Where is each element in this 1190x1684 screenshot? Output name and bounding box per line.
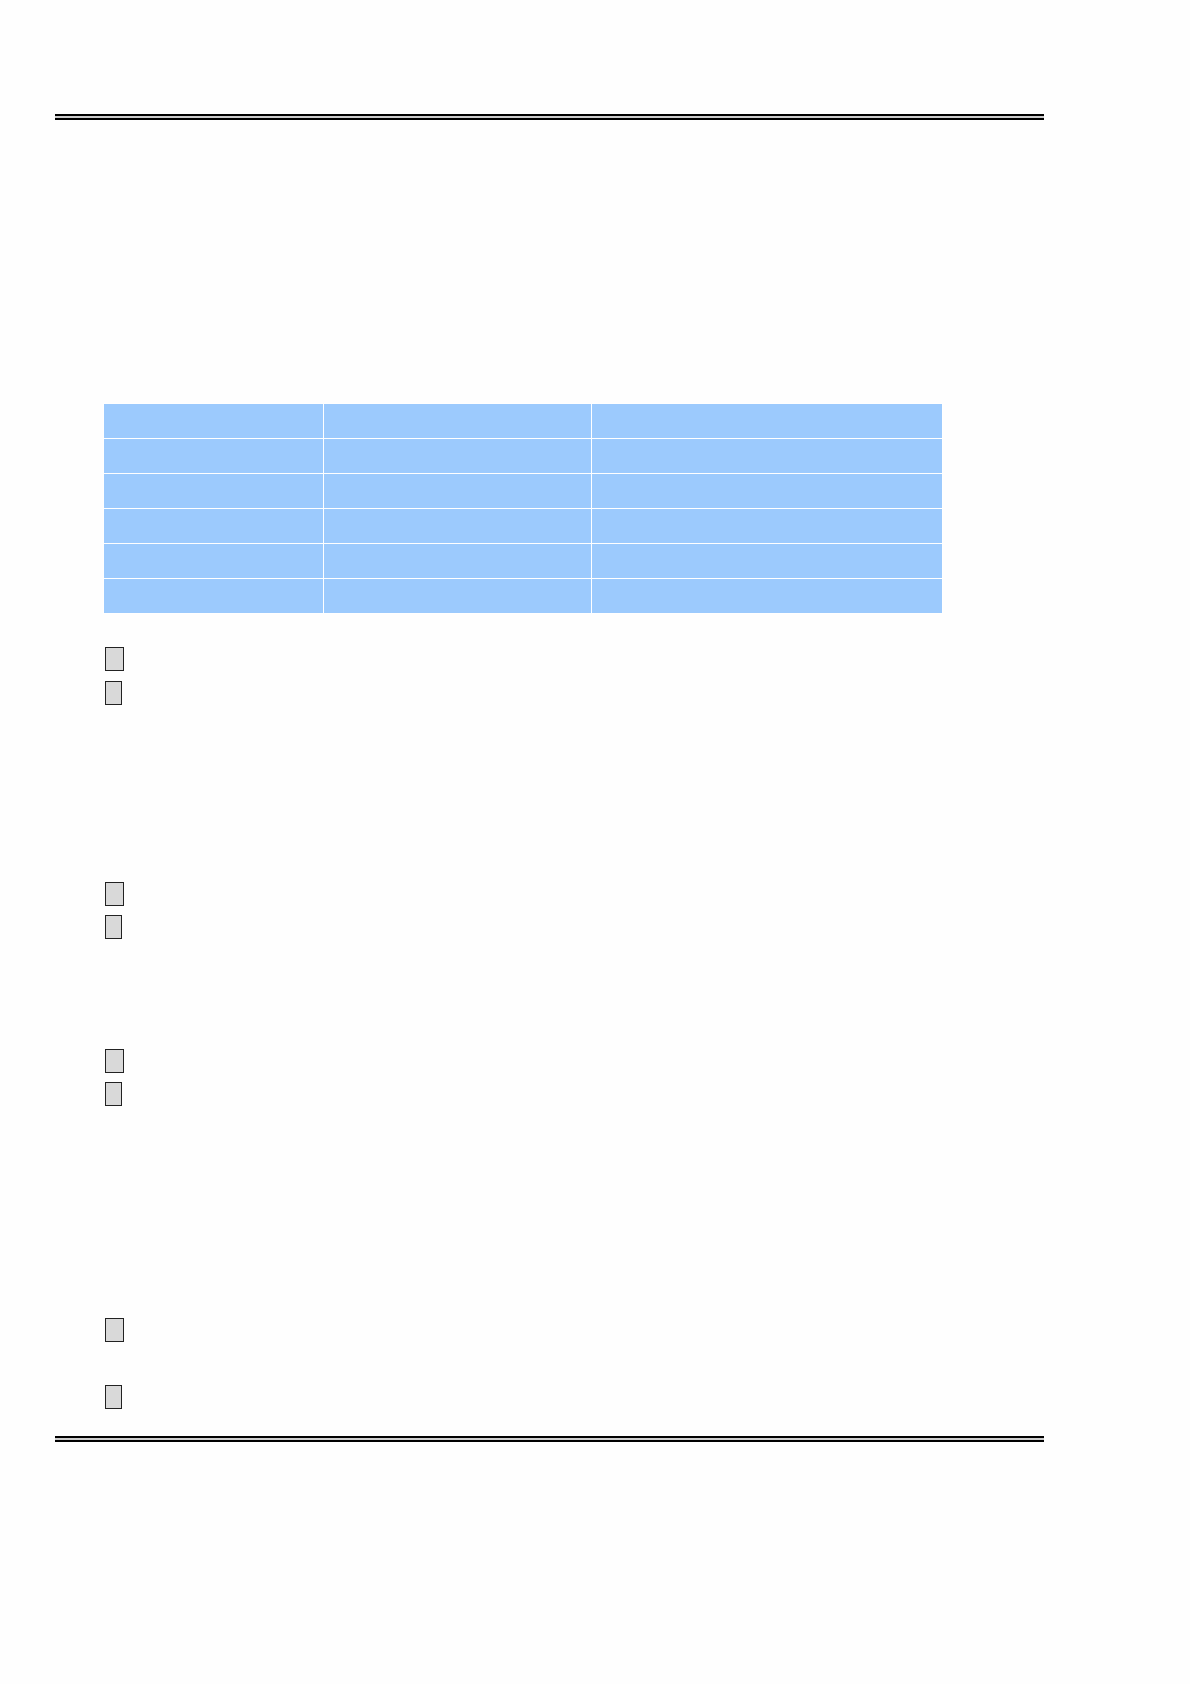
table-cell [591, 543, 943, 579]
checkbox[interactable] [105, 681, 122, 705]
checkbox[interactable] [105, 1049, 124, 1073]
table-cell [323, 578, 592, 614]
checkbox[interactable] [105, 882, 124, 906]
footer-double-rule [55, 1436, 1044, 1442]
checkbox[interactable] [105, 647, 124, 671]
table-row [103, 438, 943, 474]
table-cell [323, 508, 592, 544]
table-cell [103, 438, 324, 474]
table-row [103, 578, 943, 614]
table-row [103, 473, 943, 509]
checkbox[interactable] [105, 1385, 122, 1409]
table-cell [591, 438, 943, 474]
table-cell [591, 473, 943, 509]
table-row [103, 543, 943, 579]
table-cell [103, 543, 324, 579]
table-cell [103, 578, 324, 614]
table-cell [591, 508, 943, 544]
checkbox[interactable] [105, 1318, 124, 1342]
table-cell [103, 508, 324, 544]
checkbox[interactable] [105, 1082, 122, 1106]
table-cell [103, 473, 324, 509]
checkbox[interactable] [105, 915, 122, 939]
table-row [103, 403, 943, 439]
table-cell [591, 578, 943, 614]
table-cell [323, 543, 592, 579]
table-cell [323, 473, 592, 509]
table-row [103, 508, 943, 544]
header-double-rule [55, 114, 1044, 120]
table-cell [323, 403, 592, 439]
table-cell [103, 403, 324, 439]
table-cell [591, 403, 943, 439]
table-cell [323, 438, 592, 474]
data-table [103, 403, 943, 614]
